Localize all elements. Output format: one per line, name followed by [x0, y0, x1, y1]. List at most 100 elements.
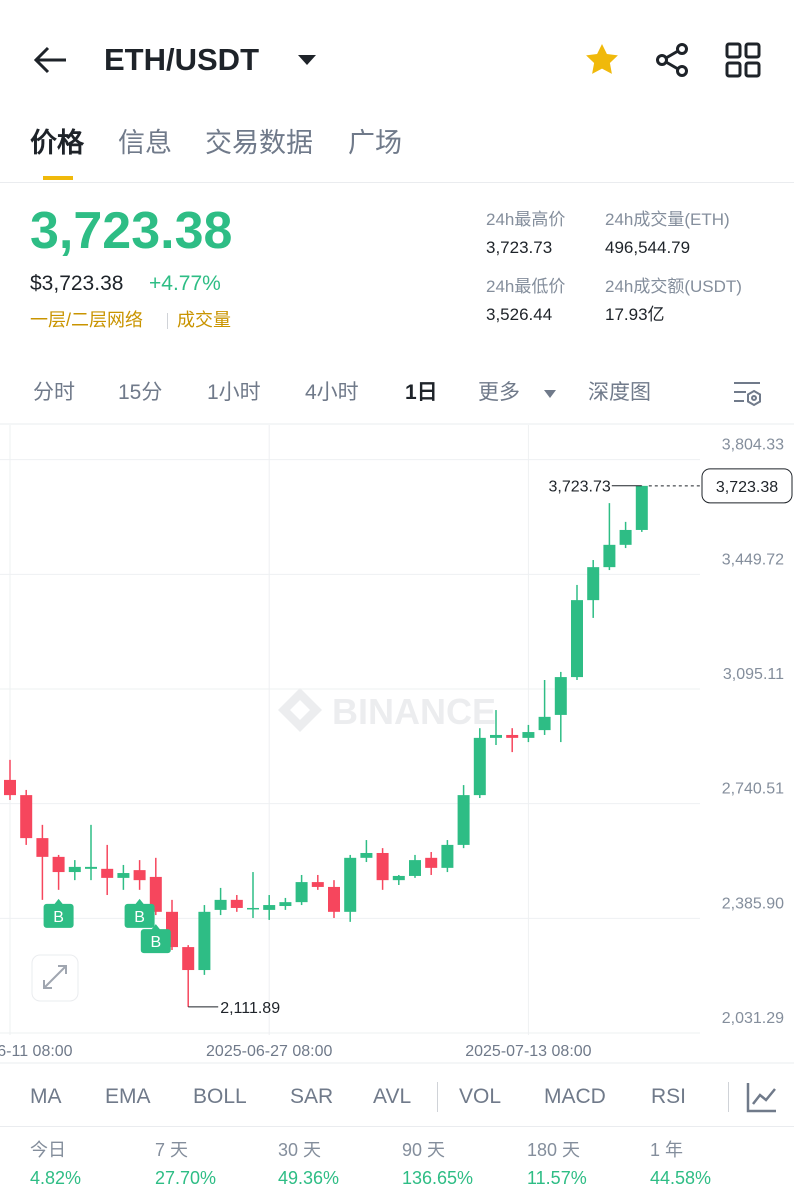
candle-body [295, 882, 308, 903]
pair-dropdown[interactable] [297, 53, 317, 67]
period-change: 11.57% [527, 1168, 587, 1188]
candle-body [506, 734, 519, 738]
divider [0, 1126, 794, 1127]
usd-price: $3,723.38 [30, 272, 124, 295]
candle-body [473, 737, 486, 796]
period: 1 年 [650, 1140, 684, 1160]
period: 今日 [30, 1140, 66, 1160]
candle-body [36, 838, 49, 857]
tab[interactable]: 交易数据 [205, 128, 313, 158]
stat-label: 24h成交额(USDT) [605, 277, 742, 296]
indicator[interactable]: VOL [459, 1085, 502, 1108]
tab[interactable]: 广场 [348, 128, 402, 158]
chart-settings[interactable] [732, 380, 764, 408]
candle-body [263, 905, 276, 910]
last-price-box [701, 468, 793, 504]
layout-button[interactable] [725, 42, 761, 78]
y-tick-label: 3,095.11 [723, 666, 784, 683]
indicator[interactable]: BOLL [193, 1085, 247, 1108]
x-tick-label: 2025-07-13 08:00 [465, 1043, 591, 1060]
period-change: 4.82% [30, 1168, 82, 1188]
interval[interactable]: 1日 [405, 381, 438, 404]
candle-body [619, 529, 632, 545]
separator [167, 313, 168, 329]
stat-value: 3,723.73 [486, 238, 553, 257]
candle-body [376, 852, 389, 881]
candle-body [279, 902, 292, 907]
candle-body [457, 795, 470, 845]
candle-body [360, 852, 373, 858]
y-tick-label: 2,385.90 [722, 895, 784, 912]
candle-body [182, 947, 195, 971]
period: 180 天 [527, 1140, 581, 1160]
buy-marker: B [140, 924, 171, 954]
indicator[interactable]: MA [30, 1085, 62, 1108]
last-price: 3,723.38 [30, 202, 233, 260]
candle-body [392, 875, 405, 881]
indicator[interactable]: MACD [544, 1085, 606, 1108]
watermark: BINANCE [332, 691, 496, 732]
indicator[interactable]: RSI [651, 1085, 687, 1108]
candle-body [587, 567, 600, 601]
expand-button[interactable] [31, 954, 79, 1002]
tab[interactable]: 价格 [30, 128, 84, 158]
interval[interactable]: 更多 [478, 381, 520, 404]
indicator[interactable]: SAR [290, 1085, 334, 1108]
candle-body [490, 734, 502, 738]
x-tick-label: 2025-06-27 08:00 [206, 1043, 332, 1060]
indicator-settings[interactable] [745, 1080, 779, 1114]
interval[interactable]: 1小时 [207, 381, 261, 404]
candle-body [441, 844, 454, 868]
candle-body [198, 911, 211, 971]
buy-marker: B [124, 898, 155, 928]
tab[interactable]: 信息 [118, 128, 172, 158]
candle-body [603, 544, 616, 568]
interval[interactable]: 分时 [33, 381, 75, 404]
buy-marker-badge [43, 898, 74, 928]
share-button[interactable] [655, 42, 691, 78]
period-change: 136.65% [402, 1168, 474, 1188]
period: 7 天 [155, 1140, 189, 1160]
x-tick-label: 2025-06-11 08:00 [0, 1043, 73, 1060]
candle-body [101, 868, 114, 878]
favorite-star[interactable] [584, 42, 620, 78]
back-button[interactable] [30, 44, 70, 76]
candle-body [328, 886, 340, 912]
candle-body [20, 795, 33, 839]
interval[interactable]: 15分 [118, 381, 163, 404]
candle-body [4, 779, 16, 796]
pair-title[interactable]: ETH/USDT [104, 42, 259, 77]
tag-link[interactable]: 一层/二层网络 [30, 310, 144, 330]
y-tick-label: 3,804.33 [722, 437, 784, 454]
candle-body [247, 907, 259, 910]
candle-body [344, 857, 357, 912]
tag-link[interactable]: 成交量 [177, 310, 231, 330]
stat-value: 496,544.79 [605, 238, 691, 257]
stat-label: 24h成交量(ETH) [605, 210, 730, 229]
buy-marker-label: B [150, 934, 161, 951]
buy-marker-label: B [134, 909, 145, 926]
indicator[interactable]: EMA [105, 1085, 151, 1108]
more-caret[interactable] [543, 389, 557, 399]
interval[interactable]: 深度图 [588, 381, 651, 404]
candle-body [52, 856, 65, 873]
candle-body [425, 857, 438, 868]
interval[interactable]: 4小时 [305, 381, 359, 404]
stat-label: 24h最低价 [486, 277, 566, 296]
watermark-logo [278, 688, 322, 732]
candle-body [133, 870, 146, 881]
buy-marker: B [43, 898, 74, 928]
buy-marker-label: B [53, 909, 64, 926]
stat-value: 17.93亿 [605, 305, 665, 324]
max-annotation: 3,723.73 [549, 479, 611, 496]
candle-body [311, 882, 324, 887]
separator [728, 1082, 729, 1112]
stat-value: 3,526.44 [486, 305, 553, 324]
period: 90 天 [402, 1140, 446, 1160]
candle-body [85, 866, 97, 869]
tab-indicator [43, 176, 73, 180]
price-change: +4.77% [149, 272, 221, 295]
indicator[interactable]: AVL [373, 1085, 412, 1108]
